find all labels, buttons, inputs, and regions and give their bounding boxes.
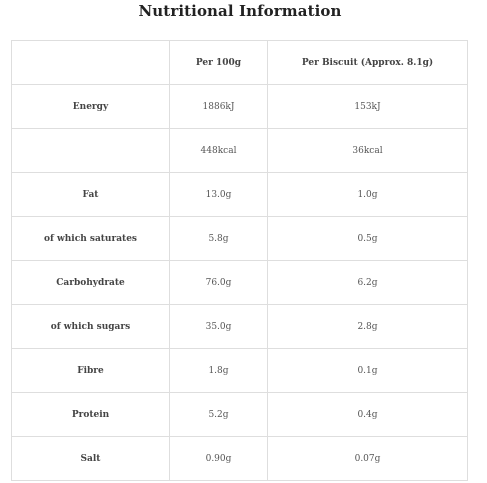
table-row: Fibre 1.8g 0.1g (11, 348, 468, 393)
per-100g-value: 35.0g (169, 304, 268, 349)
per-biscuit-value: 0.1g (267, 348, 468, 393)
table-row: Energy 1886kJ 153kJ (11, 84, 468, 129)
per-biscuit-value: 0.07g (267, 436, 468, 481)
page-title: Nutritional Information (138, 2, 342, 20)
header-label-column (11, 40, 170, 85)
per-100g-value: 5.2g (169, 392, 268, 437)
header-per-biscuit: Per Biscuit (Approx. 8.1g) (267, 40, 468, 85)
row-label: Protein (11, 392, 170, 437)
table-row: 448kcal 36kcal (11, 128, 468, 173)
per-biscuit-value: 1.0g (267, 172, 468, 217)
table-header-row: Per 100g Per Biscuit (Approx. 8.1g) (11, 40, 468, 85)
per-biscuit-value: 6.2g (267, 260, 468, 305)
table-row: Salt 0.90g 0.07g (11, 436, 468, 481)
table-row: of which sugars 35.0g 2.8g (11, 304, 468, 349)
per-100g-value: 76.0g (169, 260, 268, 305)
per-100g-value: 448kcal (169, 128, 268, 173)
row-label: Energy (11, 84, 170, 129)
table-row: of which saturates 5.8g 0.5g (11, 216, 468, 261)
nutrition-table: Per 100g Per Biscuit (Approx. 8.1g) Ener… (11, 40, 468, 481)
per-100g-value: 13.0g (169, 172, 268, 217)
per-biscuit-value: 153kJ (267, 84, 468, 129)
row-label: Carbohydrate (11, 260, 170, 305)
per-100g-value: 1.8g (169, 348, 268, 393)
table-row: Protein 5.2g 0.4g (11, 392, 468, 437)
header-per-100g: Per 100g (169, 40, 268, 85)
row-label: Salt (11, 436, 170, 481)
per-100g-value: 1886kJ (169, 84, 268, 129)
row-label (11, 128, 170, 173)
row-label: Fat (11, 172, 170, 217)
per-100g-value: 0.90g (169, 436, 268, 481)
table-row: Fat 13.0g 1.0g (11, 172, 468, 217)
row-label: of which sugars (11, 304, 170, 349)
per-biscuit-value: 36kcal (267, 128, 468, 173)
per-biscuit-value: 0.4g (267, 392, 468, 437)
table-row: Carbohydrate 76.0g 6.2g (11, 260, 468, 305)
row-label: of which saturates (11, 216, 170, 261)
per-biscuit-value: 0.5g (267, 216, 468, 261)
per-100g-value: 5.8g (169, 216, 268, 261)
row-label: Fibre (11, 348, 170, 393)
per-biscuit-value: 2.8g (267, 304, 468, 349)
